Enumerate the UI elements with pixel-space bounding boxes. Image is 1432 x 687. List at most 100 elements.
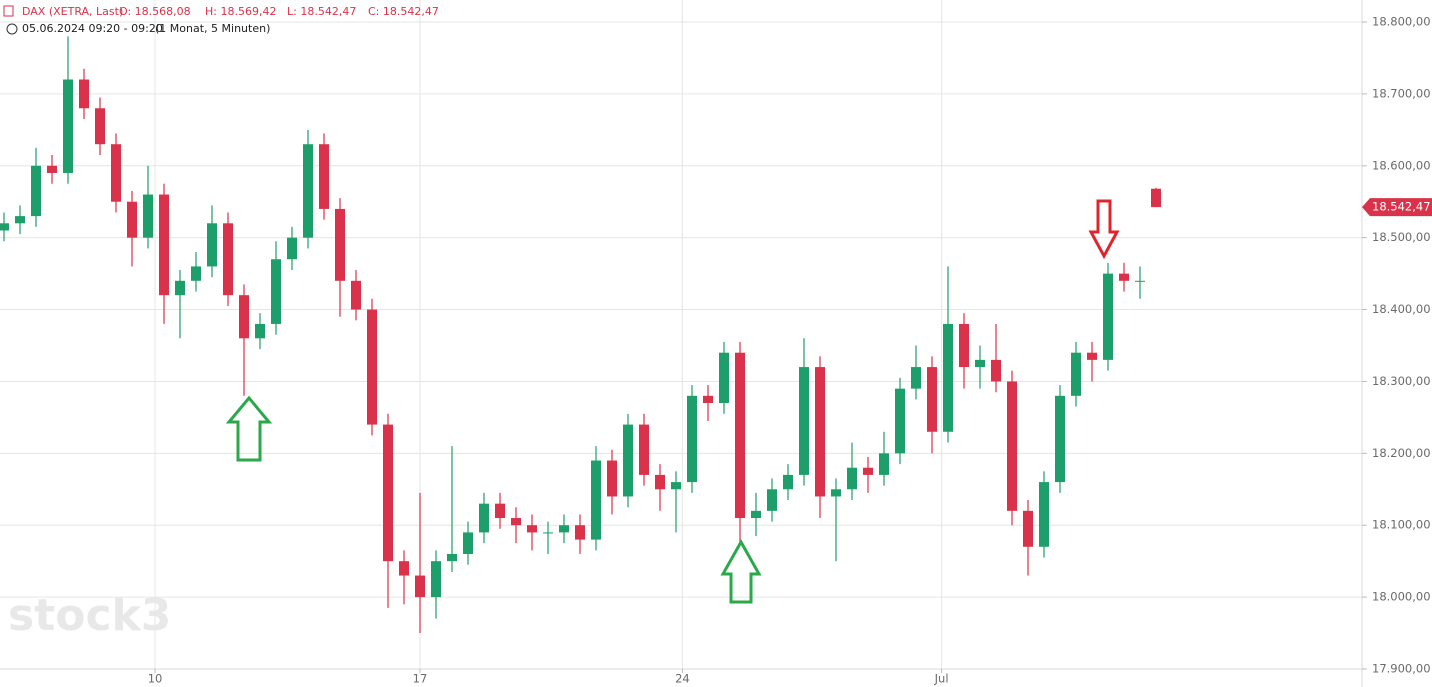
candle-body xyxy=(911,367,921,389)
x-tick-label: 10 xyxy=(148,672,163,686)
candle-body xyxy=(367,309,377,425)
candle-body xyxy=(207,223,217,267)
candle-body xyxy=(1103,273,1113,360)
candle-body xyxy=(351,280,361,310)
y-tick-label: 18.200,00 xyxy=(1372,446,1431,460)
open-label: O: 18.568,08 xyxy=(119,5,191,18)
range: (1 Monat, 5 Minuten) xyxy=(155,22,270,35)
symbol: DAX (XETRA, Last) xyxy=(22,5,123,18)
candle-body xyxy=(447,553,457,562)
candle-body xyxy=(895,388,905,454)
candle-body xyxy=(927,367,937,432)
candle-body xyxy=(239,295,249,339)
candle-body xyxy=(543,532,553,534)
candle-body xyxy=(463,532,473,554)
candle-body xyxy=(335,208,345,281)
candle-body xyxy=(1119,273,1129,281)
timestamp: 05.06.2024 09:20 - 09:20 xyxy=(22,22,163,35)
y-tick-label: 17.900,00 xyxy=(1372,662,1431,676)
y-tick-label: 18.800,00 xyxy=(1372,15,1431,29)
candle-body xyxy=(271,259,281,324)
candle-body xyxy=(1151,188,1161,208)
candle-body xyxy=(799,367,809,475)
x-tick-label: 24 xyxy=(675,672,690,686)
candle-body xyxy=(975,359,985,368)
candle-body xyxy=(639,424,649,475)
candle-body xyxy=(607,460,617,497)
candle-body xyxy=(431,561,441,598)
up-arrow xyxy=(225,395,273,462)
candle-body xyxy=(1039,482,1049,547)
candle-body xyxy=(1055,395,1065,483)
candle-body xyxy=(383,424,393,562)
last-price-label: 18.542,47 xyxy=(1372,200,1431,214)
candle-body xyxy=(703,395,713,404)
close-label: C: 18.542,47 xyxy=(368,5,439,18)
candle-body xyxy=(319,144,329,209)
candle-body xyxy=(47,165,57,173)
y-tick-label: 18.000,00 xyxy=(1372,590,1431,604)
candle-body xyxy=(159,194,169,296)
candle-body xyxy=(831,489,841,497)
y-tick-label: 18.100,00 xyxy=(1372,518,1431,532)
candle-body xyxy=(575,525,585,540)
candle-body xyxy=(191,266,201,281)
x-tick-label: 17 xyxy=(413,672,428,686)
candle-body xyxy=(143,194,153,238)
candle-body xyxy=(991,359,1001,382)
candle-body xyxy=(735,352,745,519)
candle-body xyxy=(1087,352,1097,360)
clock-icon xyxy=(6,23,18,35)
candle-body xyxy=(943,323,953,432)
candle-body xyxy=(1135,280,1145,282)
candle-body xyxy=(1071,352,1081,396)
watermark: stock3 xyxy=(8,590,171,641)
y-tick-label: 18.700,00 xyxy=(1372,86,1431,100)
candle-body xyxy=(1007,381,1017,511)
candle-body xyxy=(719,352,729,404)
candle-body xyxy=(0,223,9,231)
candle-body xyxy=(879,453,889,475)
candle-body xyxy=(223,223,233,296)
y-tick-label: 18.300,00 xyxy=(1372,374,1431,388)
candle-body xyxy=(815,367,825,497)
candle-body xyxy=(783,474,793,490)
candle-body xyxy=(655,474,665,490)
grid xyxy=(0,0,1362,670)
y-tick-label: 18.600,00 xyxy=(1372,158,1431,172)
header: DAX (XETRA, Last) O: 18.568,08 H: 18.569… xyxy=(3,5,439,35)
candle-body xyxy=(95,108,105,145)
y-tick-label: 18.500,00 xyxy=(1372,230,1431,244)
candle-body xyxy=(495,503,505,519)
candle-body xyxy=(31,165,41,217)
candle-body xyxy=(415,575,425,598)
candle-body xyxy=(559,525,569,533)
last-price-tag xyxy=(1362,198,1432,217)
candle-body xyxy=(287,237,297,260)
candle-body xyxy=(175,280,185,296)
axes: 17.900,00 18.000,00 18.100,00 18.200,00 18.3… xyxy=(148,15,1432,686)
candle-body xyxy=(591,460,601,540)
candle-body xyxy=(623,424,633,497)
candle-body xyxy=(127,201,137,238)
icon xyxy=(3,5,14,17)
candle-body xyxy=(111,144,121,202)
candle-body xyxy=(1023,510,1033,547)
candle-body xyxy=(751,510,761,519)
candle-body xyxy=(63,79,73,173)
y-tick-label: 18.400,00 xyxy=(1372,302,1431,316)
candle-body xyxy=(479,503,489,533)
candles xyxy=(0,36,1161,634)
candle-body xyxy=(303,144,313,238)
candle-body xyxy=(399,561,409,576)
candle-body xyxy=(863,467,873,475)
candle-body xyxy=(959,323,969,368)
low-label: L: 18.542,47 xyxy=(287,5,356,18)
candle-body xyxy=(671,482,681,490)
candle-body xyxy=(79,79,89,109)
candle-body xyxy=(511,518,521,526)
x-tick-label: Jul xyxy=(934,672,949,686)
candle-body xyxy=(255,323,265,339)
up-arrow xyxy=(720,538,762,604)
